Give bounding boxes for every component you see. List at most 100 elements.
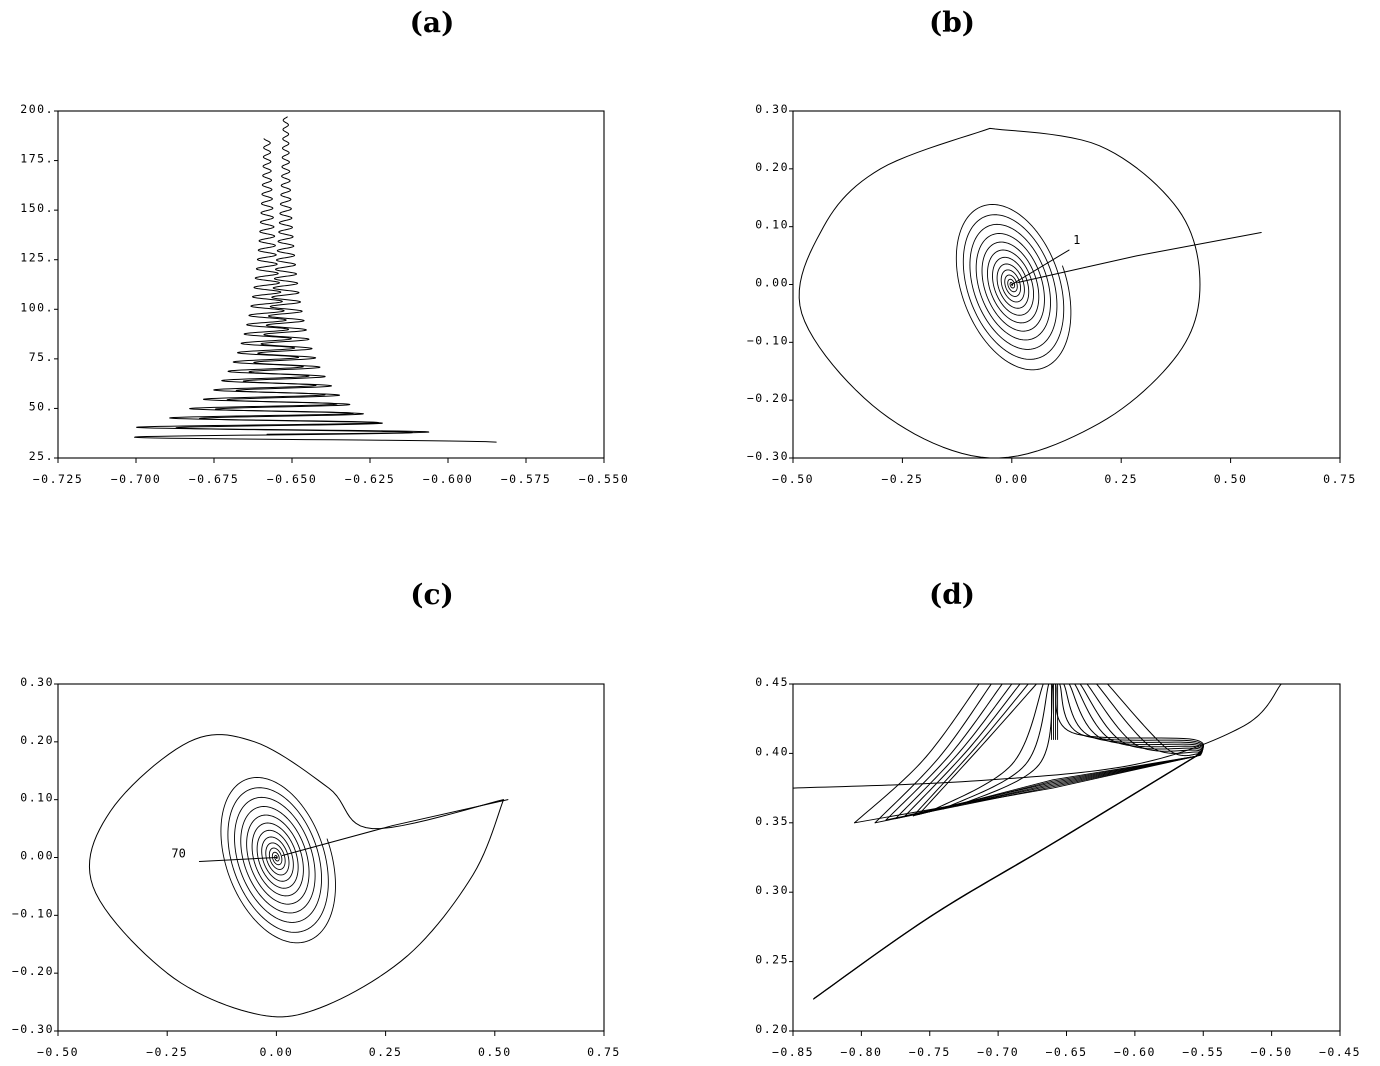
trajectory-tail [281,799,509,856]
x-tick-label: −0.50 [37,1045,79,1059]
fan-curve-left [874,684,992,824]
x-tick-label: −0.55 [1182,1045,1224,1059]
converging-spiral [220,777,336,944]
panel-a-title: (a) [409,6,455,39]
x-tick-label: −0.75 [909,1045,951,1059]
y-tick-label: −0.10 [747,333,789,347]
y-tick-label: 0.20 [755,160,789,174]
annotation-leader [198,857,277,862]
x-tick-label: 0.75 [1323,472,1357,486]
x-tick-label: −0.70 [977,1045,1019,1059]
plot-frame [792,110,1341,459]
y-tick-label: 150. [20,201,54,215]
x-tick-label: −0.65 [1045,1045,1087,1059]
y-tick-label: −0.20 [747,391,789,405]
x-tick-label: −0.650 [267,472,318,486]
fan-curve-left [912,684,1029,817]
plot-a-axes: −0.725 −0.700 −0.675 −0.650 −0.625 −0.600 −0.5… [20,102,630,486]
y-tick-label: 0.30 [20,675,54,689]
fan-curve-right [1079,684,1203,757]
x-tick-label: 0.00 [995,472,1029,486]
x-tick-label: −0.25 [881,472,923,486]
y-tick-label: 50. [29,399,54,413]
y-tick-label: 0.10 [20,791,54,805]
plot-frame [57,110,605,459]
panel-b-title: (b) [928,6,976,39]
y-tick-label: 175. [20,152,54,166]
x-tick-label: −0.600 [423,472,474,486]
annotation-leader [1011,249,1070,285]
y-tick-label: 0.20 [20,733,54,747]
y-tick-label: 0.35 [755,814,789,828]
y-tick-label: 125. [20,251,54,265]
crossing-curve [793,684,1282,789]
x-tick-label: −0.50 [772,472,814,486]
fan-curve-left [918,684,1037,815]
x-tick-label: 0.75 [587,1045,621,1059]
y-tick-label: 0.40 [755,744,789,758]
fan-curve-right [1107,684,1202,757]
x-tick-label: 0.25 [369,1045,403,1059]
fan-curve-inner [929,684,1044,813]
plot-frame [792,683,1341,1032]
plot-b-axes: −0.50 −0.25 0.00 0.25 0.50 0.75 −0.30 −0.20 −0.1… [747,102,1357,486]
plot-d-curves [793,684,1282,1000]
fan-curve-inner [942,684,1050,810]
converging-spiral [955,204,1072,371]
y-tick-label: 25. [29,449,54,463]
x-tick-label: −0.85 [772,1045,814,1059]
y-tick-label: 0.00 [755,276,789,290]
annotation-label: 1 [1073,233,1080,247]
y-tick-label: 0.30 [755,102,789,116]
y-tick-label: 200. [20,102,54,116]
orbit-loop [88,734,505,1018]
fan-ray [904,755,1197,817]
plot-a-series [134,116,497,443]
fan-curve-left [904,684,1021,817]
x-tick-label: −0.550 [579,472,630,486]
y-tick-label: −0.10 [12,906,54,920]
x-tick-label: 0.25 [1104,472,1138,486]
x-tick-label: −0.575 [501,472,552,486]
x-tick-label: −0.25 [146,1045,188,1059]
plot-b-series: 1 [798,127,1262,459]
x-tick-label: −0.45 [1319,1045,1361,1059]
plot-c-series: 70 [88,734,509,1018]
x-tick-label: 0.50 [1214,472,1248,486]
y-tick-label: 0.00 [20,849,54,863]
x-tick-label: −0.675 [189,472,240,486]
x-tick-label: −0.625 [345,472,396,486]
fan-curve-right [1086,684,1203,757]
y-tick-label: 75. [29,350,54,364]
fan-ray [854,755,1197,824]
y-tick-label: 0.30 [755,883,789,897]
orbit-loop [798,127,1201,459]
y-tick-label: 0.25 [755,953,789,967]
fan-curve-left [885,684,1003,821]
fan-curve-left [895,684,1013,820]
plot-frame [57,683,605,1032]
x-tick-label: 0.50 [478,1045,512,1059]
fan-curve-left [854,684,980,824]
trajectory-tail [1017,231,1262,283]
x-tick-label: −0.60 [1114,1045,1156,1059]
panel-c-title: (c) [410,578,454,611]
panel-d-title: (d) [928,578,976,611]
y-tick-label: 0.20 [755,1022,789,1036]
x-tick-label: 0.00 [260,1045,294,1059]
plot-d-series [793,684,1282,1000]
x-tick-label: −0.50 [1251,1045,1293,1059]
x-tick-label: −0.725 [33,472,84,486]
y-tick-label: −0.20 [12,964,54,978]
y-tick-label: −0.30 [12,1022,54,1036]
y-tick-label: 0.45 [755,675,789,689]
x-tick-label: −0.700 [111,472,162,486]
plot-d-axes: −0.85 −0.80 −0.75 −0.70 −0.65 −0.60 −0.55 −0.50… [755,675,1361,1059]
y-tick-label: 0.10 [755,218,789,232]
x-tick-label: −0.80 [840,1045,882,1059]
y-tick-label: −0.30 [747,449,789,463]
series-line-2 [134,116,497,443]
lower-bundle-curve [814,754,1199,999]
y-tick-label: 100. [20,300,54,314]
